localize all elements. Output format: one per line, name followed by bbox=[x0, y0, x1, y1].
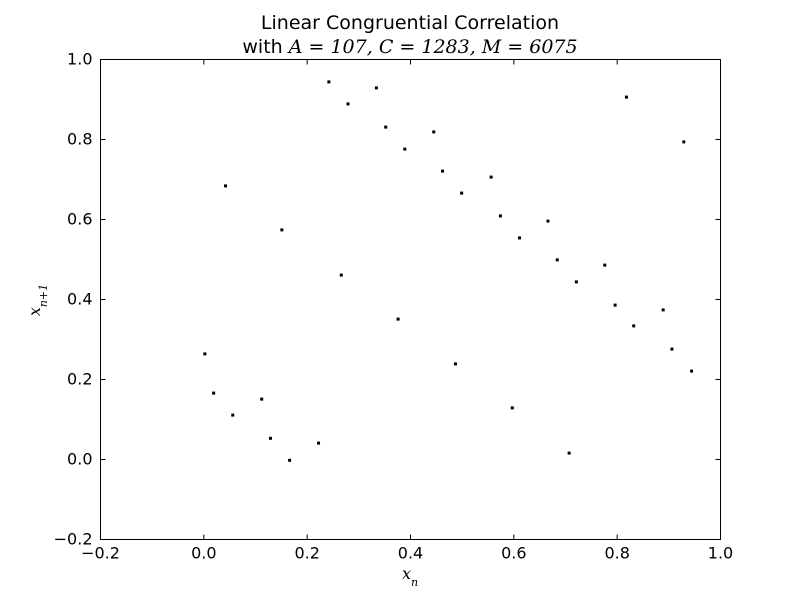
scatter-point bbox=[555, 258, 559, 262]
plot-frame bbox=[100, 59, 721, 540]
axis-tick-labels: −0.2 0.0 0.2 0.4 0.6 0.8 1.0 −0.2 0.0 0.2 0.4 0.6 0.… bbox=[54, 50, 734, 563]
scatter-point bbox=[453, 362, 457, 366]
x-tick-label: 0.0 bbox=[191, 544, 216, 563]
x-axis-label-base: x bbox=[402, 564, 411, 583]
scatter-point bbox=[374, 86, 378, 90]
chart-subtitle-prefix: with bbox=[242, 36, 288, 58]
axis-label-subscript: n bbox=[411, 576, 418, 589]
scatter-point bbox=[288, 458, 292, 462]
x-tick-label: 0.4 bbox=[398, 544, 423, 563]
scatter-point bbox=[613, 303, 617, 307]
scatter-point bbox=[624, 95, 628, 99]
x-tick-label: −0.2 bbox=[81, 544, 120, 563]
scatter-point bbox=[280, 228, 284, 232]
chart-subtitle-math: A = 107, C = 1283, M = 6075 bbox=[287, 36, 578, 58]
scatter-point bbox=[567, 451, 571, 455]
scatter-points bbox=[203, 80, 694, 462]
axis-ticks bbox=[100, 59, 721, 540]
scatter-point bbox=[260, 397, 264, 401]
scatter-point bbox=[396, 317, 400, 321]
scatter-point bbox=[546, 219, 550, 223]
scatter-point bbox=[224, 184, 228, 188]
scatter-point bbox=[489, 175, 493, 179]
scatter-point bbox=[518, 236, 522, 240]
scatter-point bbox=[268, 436, 272, 440]
scatter-point bbox=[460, 191, 464, 195]
y-tick-label: 0.4 bbox=[67, 290, 92, 309]
scatter-point bbox=[661, 308, 665, 312]
scatter-point bbox=[339, 273, 343, 277]
y-tick-label: 1.0 bbox=[67, 50, 92, 69]
scatter-point bbox=[690, 369, 694, 373]
x-tick-label: 0.2 bbox=[294, 544, 319, 563]
x-tick-label: 1.0 bbox=[708, 544, 733, 563]
scatter-point bbox=[498, 214, 502, 218]
axis-label-subscript: n+1 bbox=[37, 284, 50, 307]
scatter-point bbox=[346, 102, 350, 106]
chart-title: Linear Congruential Correlation bbox=[261, 12, 559, 34]
y-tick-label: −0.2 bbox=[54, 530, 93, 549]
x-tick-label: 0.8 bbox=[604, 544, 629, 563]
scatter-point bbox=[574, 280, 578, 284]
y-tick-label: 0.6 bbox=[67, 210, 92, 229]
scatter-point bbox=[327, 80, 331, 84]
scatter-point bbox=[632, 324, 636, 328]
scatter-point bbox=[317, 441, 321, 445]
y-axis-label: xn+1 bbox=[25, 284, 50, 316]
scatter-point bbox=[603, 263, 607, 267]
scatter-point bbox=[403, 147, 407, 151]
x-axis-label: xn bbox=[402, 564, 418, 589]
scatter-point bbox=[212, 391, 216, 395]
scatter-point bbox=[432, 130, 436, 134]
scatter-point bbox=[203, 352, 207, 356]
scatter-point bbox=[682, 140, 686, 144]
y-axis-label-base: x bbox=[25, 307, 44, 316]
y-tick-label: 0.2 bbox=[67, 370, 92, 389]
x-tick-label: 0.6 bbox=[501, 544, 526, 563]
y-tick-label: 0.0 bbox=[67, 450, 92, 469]
scatter-point bbox=[231, 413, 235, 417]
scatter-point bbox=[670, 347, 674, 351]
scatter-point bbox=[384, 125, 388, 129]
y-tick-label: 0.8 bbox=[67, 130, 92, 149]
chart-subtitle: with A = 107, C = 1283, M = 6075 bbox=[242, 36, 577, 58]
scatter-point bbox=[441, 169, 445, 173]
scatter-point bbox=[510, 406, 514, 410]
